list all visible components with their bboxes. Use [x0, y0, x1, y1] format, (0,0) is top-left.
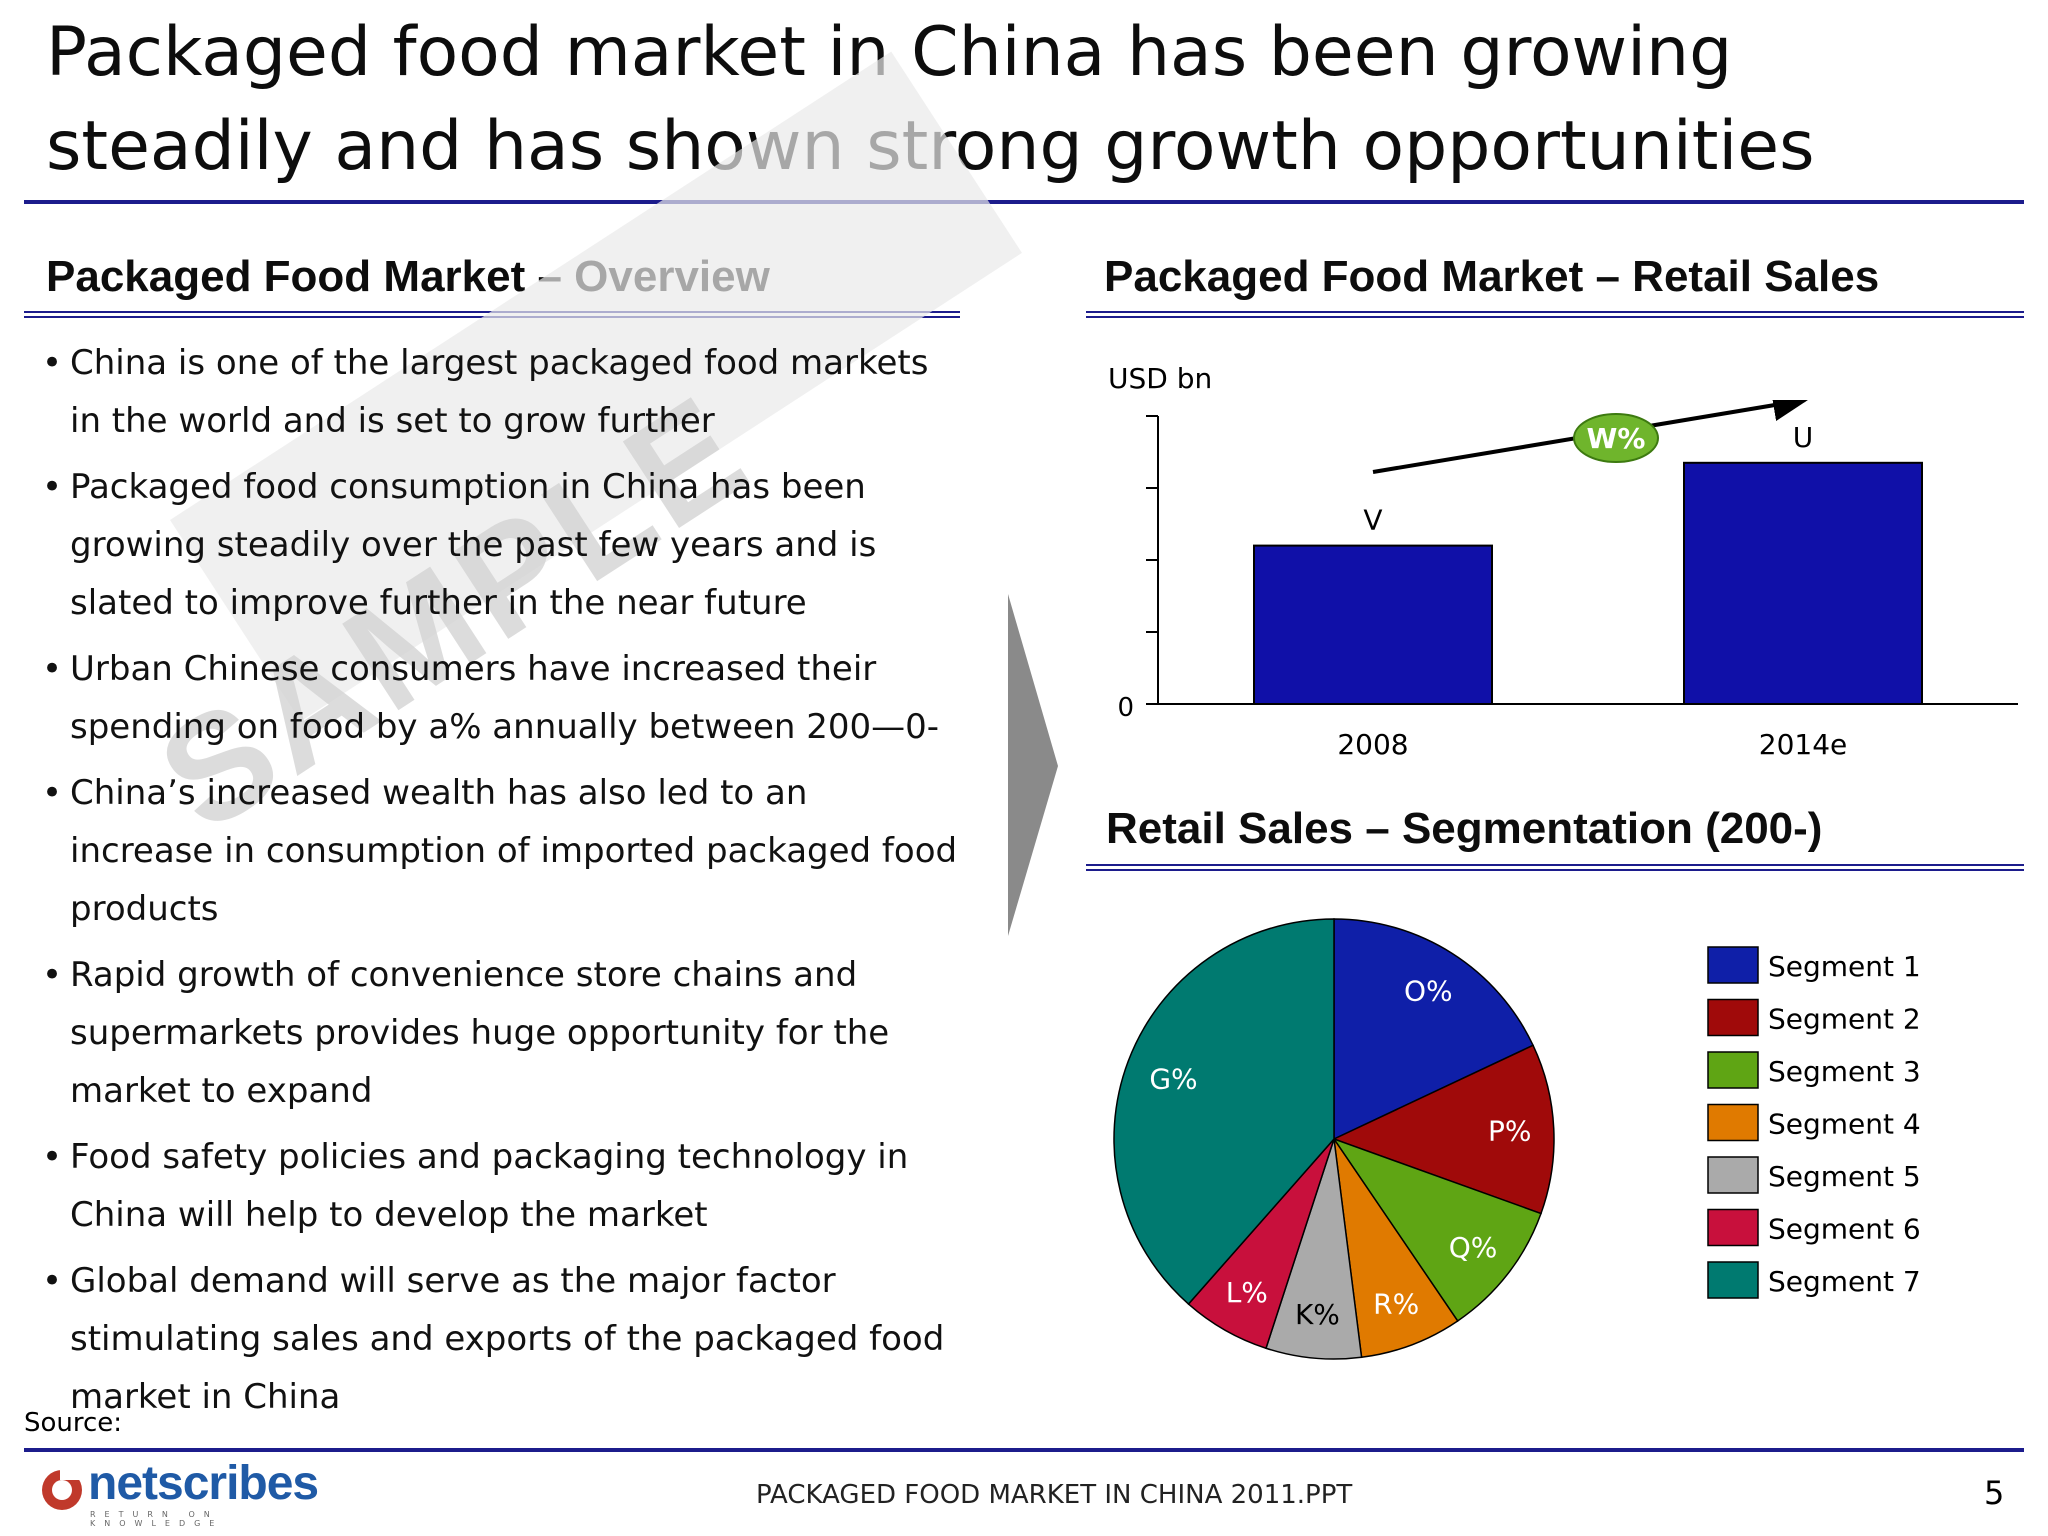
bullet-item: China’s increased wealth has also led to…: [40, 764, 960, 938]
x-tick-label: 2014e: [1759, 728, 1847, 761]
legend-swatch: [1707, 1051, 1759, 1089]
overview-bullet-list: China is one of the largest packaged foo…: [40, 334, 960, 1434]
legend-label: Segment 5: [1768, 1160, 1921, 1193]
chevron-arrow-icon: [1008, 594, 1058, 936]
pie-slice-segment-1: [1333, 918, 1535, 1141]
bullet-item: Global demand will serve as the major fa…: [40, 1252, 960, 1426]
bullet-item: Urban Chinese consumers have increased t…: [40, 640, 960, 756]
legend-label: Segment 4: [1768, 1108, 1921, 1141]
pie-slice-segment-7: [1113, 918, 1335, 1306]
pie-slice-segment-4: [1333, 1138, 1459, 1359]
legend-swatch: [1707, 1156, 1759, 1194]
legend-swatch: [1707, 1208, 1759, 1247]
document-name: PACKAGED FOOD MARKET IN CHINA 2011.PPT: [756, 1480, 1353, 1510]
x-tick-label: 2008: [1337, 728, 1408, 761]
bullet-item: Food safety policies and packaging techn…: [40, 1128, 960, 1244]
legend-label: Segment 1: [1768, 950, 1921, 983]
bar-data-label: U: [1793, 421, 1814, 454]
legend-swatch: [1707, 998, 1759, 1037]
legend-swatch: [1707, 1103, 1759, 1142]
pie-slice-segment-2: [1332, 1044, 1555, 1215]
retail-sales-rule: [1086, 311, 2024, 318]
legend-swatch: [1707, 1261, 1759, 1299]
title-rule: [24, 200, 2024, 204]
legend-label: Segment 7: [1768, 1265, 1921, 1298]
pie-slice-label: K%: [1295, 1298, 1340, 1331]
growth-rate-label: W%: [1587, 422, 1646, 455]
pie-slice-label: R%: [1373, 1288, 1419, 1321]
segmentation-rule: [1086, 864, 2024, 871]
footer-rule: [24, 1448, 2024, 1452]
retail-sales-heading: Packaged Food Market – Retail Sales: [1104, 252, 1880, 301]
bar-data-label: V: [1363, 504, 1382, 537]
legend-label: Segment 3: [1768, 1055, 1921, 1088]
growth-rate-badge: [1573, 413, 1659, 463]
bullet-item: Rapid growth of convenience store chains…: [40, 946, 960, 1120]
segmentation-heading: Retail Sales – Segmentation (200-): [1106, 804, 1823, 853]
netscribes-logo-mark-icon: [42, 1470, 84, 1510]
slide-title: Packaged food market in China has been g…: [46, 13, 1815, 186]
pie-slice-label: O%: [1404, 974, 1453, 1007]
bar-2008: [1253, 544, 1493, 705]
legend-label: Segment 2: [1768, 1003, 1921, 1036]
y-tick-label-zero: 0: [1117, 693, 1134, 723]
pie-slice-label: G%: [1149, 1062, 1197, 1095]
retail-sales-bar-chart: 0 V 2008 U 2014e W%: [1117, 400, 2018, 761]
bar-2014e: [1683, 461, 1923, 705]
pie-slice-label: L%: [1226, 1276, 1268, 1309]
pie-slice-segment-3: [1332, 1137, 1542, 1323]
legend-swatch: [1707, 946, 1759, 984]
bullet-item: China is one of the largest packaged foo…: [40, 334, 960, 450]
y-axis-unit-label: USD bn: [1108, 362, 1213, 395]
bullet-item: Packaged food consumption in China has b…: [40, 458, 960, 632]
pie-slice-label: Q%: [1449, 1231, 1498, 1264]
pie-slice-label: P%: [1488, 1115, 1532, 1148]
legend-label: Segment 6: [1768, 1213, 1921, 1246]
page-number: 5: [1984, 1474, 2005, 1512]
logo-wordmark: netscribes: [88, 1457, 319, 1510]
segmentation-pie-chart: O% P% Q% R% K% L% G% Segment 1 Segment 2 Segment …: [1113, 918, 1921, 1360]
logo-tagline: RETURN ON KNOWLEDGE: [90, 1510, 224, 1528]
